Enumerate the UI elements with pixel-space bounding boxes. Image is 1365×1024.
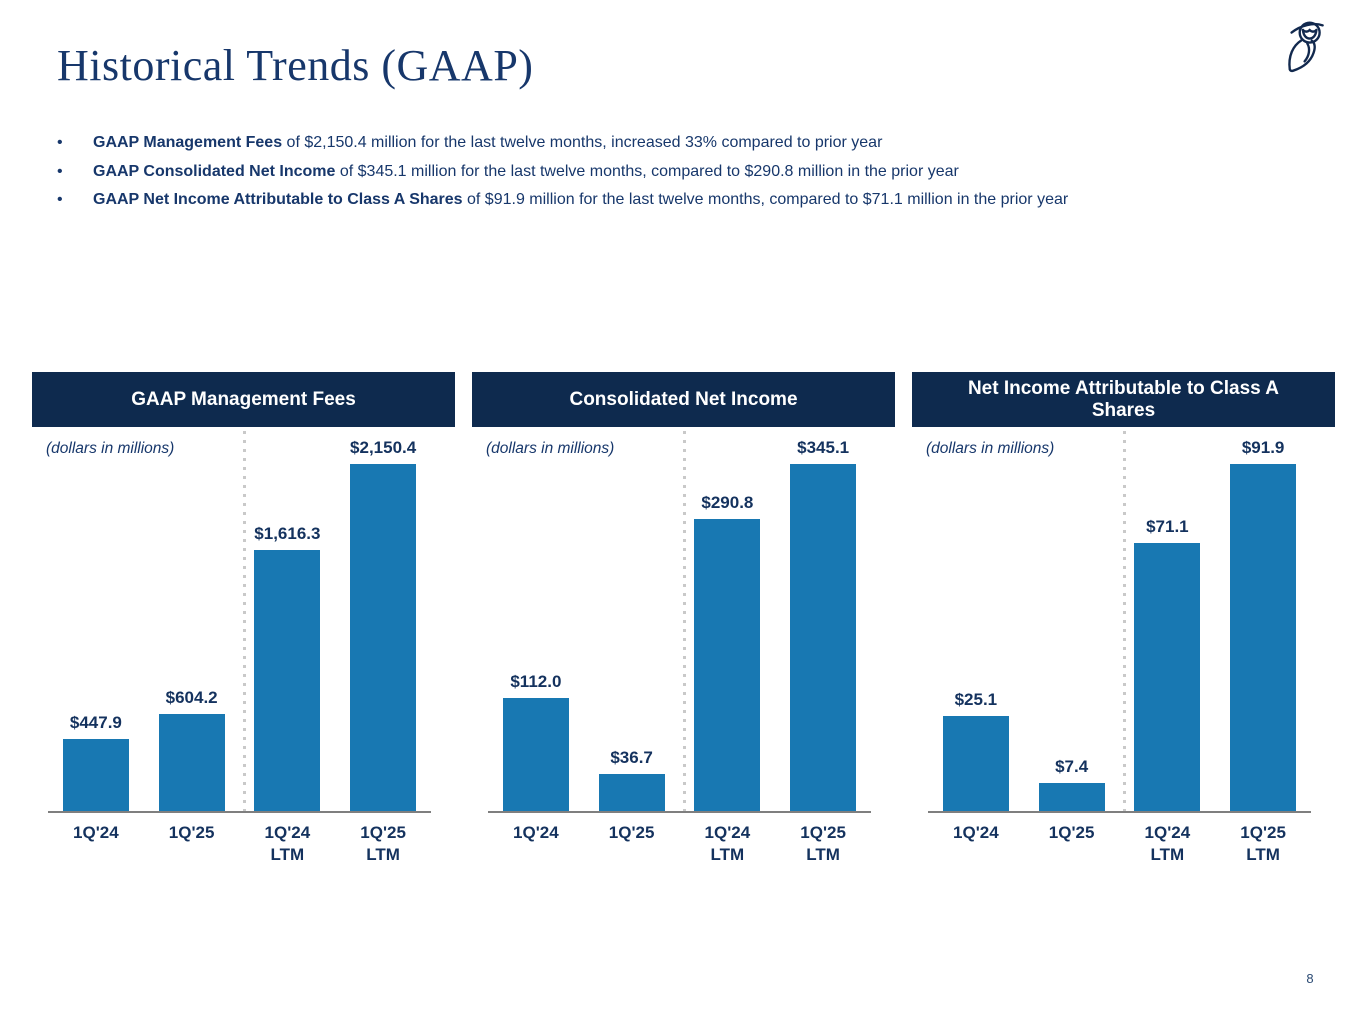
bar-slot: $447.9: [48, 427, 144, 811]
x-axis-label: 1Q'24: [73, 823, 119, 842]
bar: [790, 464, 857, 811]
chart-units-label: (dollars in millions): [926, 440, 1055, 457]
bar: [62, 739, 129, 811]
bullet-lead: GAAP Net Income Attributable to Class A …: [93, 191, 463, 209]
x-axis-label: 1Q'25: [1048, 823, 1095, 842]
chart-divider-line: [682, 431, 686, 813]
chart-x-labels: 1Q'24 1Q'25 1Q'24 LTM 1Q'25 LTM: [928, 813, 1311, 866]
bar-value-label: $290.8: [701, 493, 754, 512]
page-number: 8: [1306, 971, 1314, 986]
bar: [1134, 543, 1201, 811]
bar-slot: $7.4: [1024, 427, 1120, 811]
chart-title: Consolidated Net Income: [472, 372, 895, 427]
x-axis-label: 1Q'24 LTM: [704, 823, 751, 865]
chart-x-labels: 1Q'24 1Q'25 1Q'24 LTM 1Q'25 LTM: [48, 813, 431, 866]
bar-value-label: $7.4: [1055, 757, 1089, 776]
bar: [502, 698, 569, 811]
bar-slot: $25.1: [928, 427, 1024, 811]
x-axis-label: 1Q'25: [168, 823, 215, 842]
bar-slot: $36.7: [584, 427, 680, 811]
bar: [598, 774, 665, 811]
x-axis-label: 1Q'25 LTM: [360, 823, 406, 865]
bar-slot: $112.0: [488, 427, 584, 811]
chart-title: GAAP Management Fees: [32, 372, 455, 427]
bar-slot: $71.1: [1120, 427, 1216, 811]
bar-slot: $2,150.4: [335, 427, 431, 811]
bar: [942, 716, 1009, 811]
x-axis-label: 1Q'24: [953, 823, 999, 842]
x-axis-label: 1Q'24 LTM: [1144, 823, 1191, 865]
bullet-item: GAAP Consolidated Net Income of $345.1 m…: [57, 162, 1317, 182]
bar: [694, 519, 761, 811]
bar-value-label: $112.0: [510, 672, 562, 691]
bar: [158, 714, 225, 811]
bar-slot: $604.2: [144, 427, 240, 811]
bar-value-label: $345.1: [797, 438, 850, 457]
bullet-text: of $2,150.4 million for the last twelve …: [282, 134, 883, 151]
bar: [254, 550, 321, 811]
owl-logo-icon: [1283, 16, 1327, 74]
bar-value-label: $25.1: [954, 690, 998, 709]
bar-value-label: $2,150.4: [350, 438, 417, 457]
chart-plot-area: (dollars in millions) $25.1 $7.4 $71.1 $91.…: [912, 427, 1335, 813]
bar: [350, 464, 417, 811]
bullet-item: GAAP Management Fees of $2,150.4 million…: [57, 133, 1317, 153]
x-axis-label: 1Q'25 LTM: [1240, 823, 1286, 865]
bar-value-label: $447.9: [69, 713, 122, 732]
bar-value-label: $71.1: [1146, 517, 1189, 536]
bar-value-label: $1,616.3: [254, 524, 321, 543]
bar-slot: $91.9: [1215, 427, 1311, 811]
bullet-lead: GAAP Management Fees: [93, 134, 283, 151]
charts-row: GAAP Management Fees (dollars in million…: [32, 372, 1335, 866]
bar-slot: $290.8: [680, 427, 776, 811]
bullet-text: of $91.9 million for the last twelve mon…: [462, 191, 1069, 209]
bullet-text: of $345.1 million for the last twelve mo…: [335, 162, 959, 180]
bar-value-label: $604.2: [165, 688, 218, 707]
bullet-item: GAAP Net Income Attributable to Class A …: [57, 190, 1317, 210]
bar: [1230, 464, 1297, 811]
bar: [1038, 783, 1105, 811]
bar-slot: $345.1: [775, 427, 871, 811]
bullet-list: GAAP Management Fees of $2,150.4 million…: [57, 133, 1317, 219]
chart-title: Net Income Attributable to Class A Share…: [912, 372, 1335, 427]
x-axis-label: 1Q'25 LTM: [800, 823, 846, 865]
page-title: Historical Trends (GAAP): [57, 41, 534, 90]
bullet-lead: GAAP Consolidated Net Income: [93, 162, 336, 180]
chart-panel-consolidated-net-income: Consolidated Net Income (dollars in mill…: [472, 372, 895, 866]
x-axis-label: 1Q'25: [608, 823, 655, 842]
chart-x-labels: 1Q'24 1Q'25 1Q'24 LTM 1Q'25 LTM: [488, 813, 871, 866]
chart-panel-net-income-class-a-shares: Net Income Attributable to Class A Share…: [912, 372, 1335, 866]
chart-divider-line: [1122, 431, 1126, 813]
bar-value-label: $36.7: [610, 748, 653, 767]
chart-bars: $25.1 $7.4 $71.1 $91.9: [928, 427, 1311, 813]
chart-units-label: (dollars in millions): [46, 440, 175, 457]
bar-slot: $1,616.3: [240, 427, 336, 811]
chart-divider-line: [242, 431, 246, 813]
x-axis-label: 1Q'24 LTM: [264, 823, 311, 865]
bar-value-label: $91.9: [1241, 438, 1285, 457]
chart-panel-gaap-management-fees: GAAP Management Fees (dollars in million…: [32, 372, 455, 866]
chart-plot-area: (dollars in millions) $447.9 $604.2 $1,616…: [32, 427, 455, 813]
chart-bars: $112.0 $36.7 $290.8 $345.1: [488, 427, 871, 813]
chart-units-label: (dollars in millions): [486, 440, 615, 457]
chart-plot-area: (dollars in millions) $112.0 $36.7 $290.8 $…: [472, 427, 895, 813]
chart-bars: $447.9 $604.2 $1,616.3 $2,150.4: [48, 427, 431, 813]
x-axis-label: 1Q'24: [513, 823, 559, 842]
